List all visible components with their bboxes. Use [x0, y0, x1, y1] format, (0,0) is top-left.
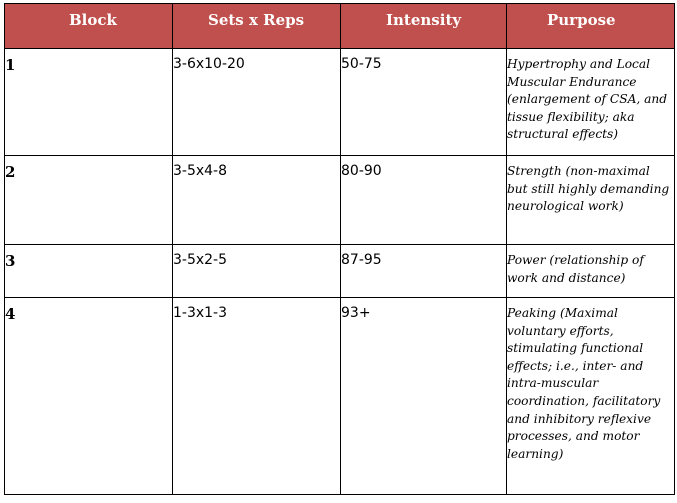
header-purpose: Purpose [506, 3, 675, 49]
intensity-cell: 87-95 [340, 244, 507, 298]
header-intensity: Intensity [340, 3, 507, 49]
sets-reps-cell: 1-3x1-3 [172, 297, 341, 495]
table-row: 3 3-5x2-5 87-95 Power (relationship of w… [4, 244, 675, 298]
purpose-cell: Hypertrophy and Local Muscular Endurance… [506, 48, 675, 156]
purpose-cell: Strength (non-maximal but still highly d… [506, 155, 675, 245]
table-header: Block Sets x Reps Intensity Purpose [4, 3, 675, 49]
sets-reps-cell: 3-6x10-20 [172, 48, 341, 156]
block-cell: 2 [4, 155, 173, 245]
table-row: 1 3-6x10-20 50-75 Hypertrophy and Local … [4, 48, 675, 156]
header-row: Block Sets x Reps Intensity Purpose [4, 3, 675, 49]
table-row: 2 3-5x4-8 80-90 Strength (non-maximal bu… [4, 155, 675, 245]
purpose-cell: Peaking (Maximal voluntary efforts, stim… [506, 297, 675, 495]
header-block: Block [4, 3, 173, 49]
block-cell: 1 [4, 48, 173, 156]
block-cell: 3 [4, 244, 173, 298]
intensity-cell: 80-90 [340, 155, 507, 245]
intensity-cell: 93+ [340, 297, 507, 495]
purpose-cell: Power (relationship of work and distance… [506, 244, 675, 298]
intensity-cell: 50-75 [340, 48, 507, 156]
sets-reps-cell: 3-5x4-8 [172, 155, 341, 245]
training-blocks-table: Block Sets x Reps Intensity Purpose 1 3-… [4, 3, 675, 495]
header-sets-reps: Sets x Reps [172, 3, 341, 49]
table-row: 4 1-3x1-3 93+ Peaking (Maximal voluntary… [4, 297, 675, 495]
block-cell: 4 [4, 297, 173, 495]
table-body: 1 3-6x10-20 50-75 Hypertrophy and Local … [4, 48, 675, 495]
sets-reps-cell: 3-5x2-5 [172, 244, 341, 298]
